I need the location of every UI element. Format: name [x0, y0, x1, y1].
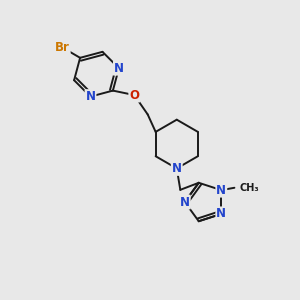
Text: O: O	[129, 88, 139, 102]
Text: N: N	[85, 90, 95, 103]
Text: Br: Br	[55, 41, 70, 54]
Text: N: N	[216, 184, 226, 196]
Text: N: N	[180, 196, 190, 208]
Text: N: N	[114, 62, 124, 75]
Text: N: N	[172, 162, 182, 175]
Text: N: N	[216, 207, 226, 220]
Text: CH₃: CH₃	[240, 183, 260, 193]
